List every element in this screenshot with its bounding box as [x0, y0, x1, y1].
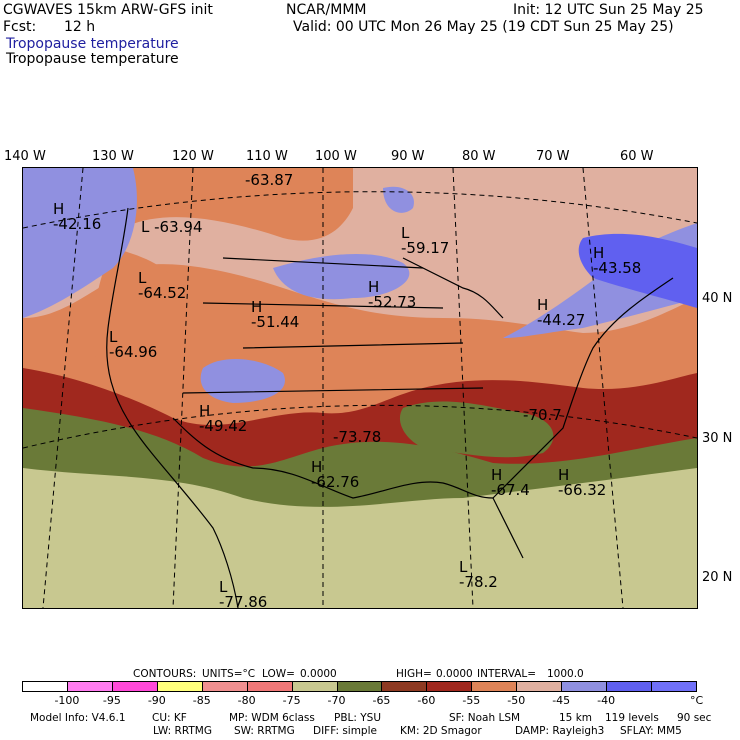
- legend-tick-label: -50: [507, 694, 526, 707]
- high-label: HIGH=: [396, 668, 432, 680]
- model-title: CGWAVES 15km ARW-GFS init: [3, 2, 213, 18]
- lat-label: 40 N: [702, 291, 733, 306]
- center-name: NCAR/MMM: [286, 2, 367, 18]
- map-extremum-label: H -49.42: [199, 402, 248, 435]
- legend-tick-label: -80: [237, 694, 256, 707]
- lon-label: 120 W: [172, 149, 214, 164]
- legend-tick-label: -100: [54, 694, 80, 707]
- init-time: Init: 12 UTC Sun 25 May 25: [513, 2, 704, 18]
- legend-swatch: [471, 681, 518, 692]
- map-extremum-label: L -63.94: [141, 218, 203, 236]
- interval-label: INTERVAL=: [477, 668, 537, 680]
- legend-tick-label: -55: [462, 694, 481, 707]
- map-extremum-label: H -43.58: [593, 244, 642, 277]
- legend-unit: °C: [690, 694, 704, 707]
- map-extremum-label: L -64.52: [138, 269, 187, 302]
- cu-info: CU: KF: [152, 712, 187, 724]
- legend-swatch: [66, 681, 113, 692]
- lon-label: 60 W: [620, 149, 654, 164]
- model-info: Model Info: V4.6.1: [30, 712, 126, 724]
- legend-swatch: [246, 681, 293, 692]
- legend-tick-label: -75: [282, 694, 301, 707]
- legend-swatch: [22, 681, 68, 692]
- high-value: 0.0000: [436, 668, 473, 680]
- map-extremum-label: H -44.27: [537, 296, 586, 329]
- timestep-info: 90 sec: [677, 712, 712, 724]
- map-extremum-label: -63.87: [245, 171, 294, 189]
- pbl-info: PBL: YSU: [334, 712, 382, 724]
- lon-label: 140 W: [4, 149, 46, 164]
- map-extremum-label: L -59.17: [401, 224, 450, 257]
- legend-tick-label: -60: [417, 694, 436, 707]
- legend-swatch: [561, 681, 608, 692]
- forecast-value: 12 h: [64, 19, 96, 35]
- field-region-gulf: [399, 401, 554, 458]
- legend-tick-label: -70: [327, 694, 346, 707]
- field-region-hudson: [383, 186, 414, 213]
- lon-label: 130 W: [92, 149, 134, 164]
- legend-swatch: [201, 681, 248, 692]
- lon-label: 90 W: [391, 149, 425, 164]
- field-region-northeast-core: [578, 233, 697, 308]
- legend-swatch: [336, 681, 383, 692]
- valid-time: Valid: 00 UTC Mon 26 May 25 (19 CDT Sun …: [293, 19, 674, 35]
- diff-info: DIFF: simple: [313, 725, 377, 737]
- map-extremum-label: L -64.96: [109, 328, 158, 361]
- mp-info: MP: WDM 6class: [229, 712, 315, 724]
- map-extremum-label: H -66.32: [558, 466, 607, 499]
- legend-swatch: [516, 681, 563, 692]
- map-extremum-label: H -51.44: [251, 298, 300, 331]
- legend-swatch: [381, 681, 428, 692]
- sf-info: SF: Noah LSM: [449, 712, 521, 724]
- legend-tick-label: -95: [102, 694, 121, 707]
- lon-label: 70 W: [536, 149, 570, 164]
- map-extremum-label: H -42.16: [53, 200, 102, 233]
- contours-label: CONTOURS:: [133, 668, 197, 680]
- km-info: KM: 2D Smagor: [400, 725, 482, 737]
- legend-tick-label: -85: [192, 694, 211, 707]
- field-region-canada: [353, 168, 577, 253]
- lw-info: LW: RRTMG: [153, 725, 212, 737]
- legend-swatch: [111, 681, 158, 692]
- map-field: [23, 168, 697, 608]
- legend-swatch: [426, 681, 473, 692]
- map-extremum-label: H -52.73: [368, 278, 417, 311]
- forecast-label: Fcst:: [3, 19, 37, 35]
- map-extremum-label: H -62.76: [311, 458, 360, 491]
- lon-label: 100 W: [315, 149, 357, 164]
- low-label: LOW=: [262, 668, 295, 680]
- lat-label: 30 N: [702, 431, 733, 446]
- field-region-west: [123, 168, 353, 241]
- tropopause-temperature-map: H -42.16 -63.87 L -63.94 L -64.52 L -64.96 …: [22, 167, 698, 609]
- legend-swatch: [291, 681, 338, 692]
- map-extremum-label: H -67.4: [491, 466, 530, 499]
- interval-value: 1000.0: [547, 668, 584, 680]
- field-title-blue: Tropopause temperature: [6, 36, 179, 52]
- field-region-nw-high: [23, 168, 137, 318]
- resolution-info: 15 km: [559, 712, 593, 724]
- units-label: UNITS=°C: [202, 668, 256, 680]
- sw-info: SW: RRTMG: [234, 725, 295, 737]
- damp-info: DAMP: Rayleigh3: [515, 725, 605, 737]
- map-extremum-label: -73.78: [333, 428, 382, 446]
- sflay-info: SFLAY: MM5: [620, 725, 682, 737]
- legend-swatch: [156, 681, 203, 692]
- lon-label: 80 W: [462, 149, 496, 164]
- legend-tick-label: -90: [147, 694, 166, 707]
- map-extremum-label: -70.7: [523, 406, 562, 424]
- legend-tick-label: -65: [372, 694, 391, 707]
- levels-info: 119 levels: [605, 712, 659, 724]
- lon-label: 110 W: [246, 149, 288, 164]
- coastlines: [106, 207, 674, 608]
- map-extremum-label: L -78.2: [459, 558, 498, 591]
- legend-tick-label: -40: [597, 694, 616, 707]
- map-extremum-label: L -77.86: [219, 578, 268, 609]
- legend-swatch: [606, 681, 653, 692]
- lat-label: 20 N: [702, 570, 733, 585]
- legend-tick-label: -45: [552, 694, 571, 707]
- low-value: 0.0000: [300, 668, 337, 680]
- legend-swatch: [651, 681, 697, 692]
- field-title: Tropopause temperature: [6, 51, 179, 67]
